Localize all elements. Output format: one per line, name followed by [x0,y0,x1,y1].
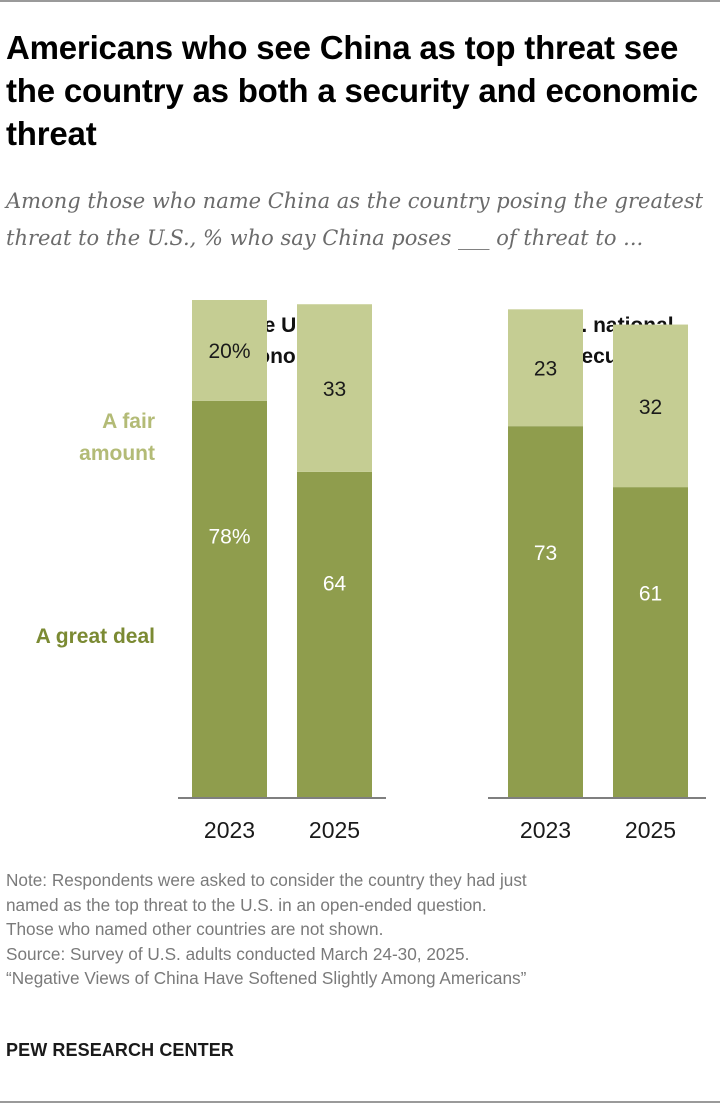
source-line: Source: Survey of U.S. adults conducted … [6,943,470,964]
bar-fair-amount [508,309,583,427]
bar-great-deal [613,487,688,797]
note-line: named as the top threat to the U.S. in a… [6,894,487,915]
pew-research-center-logo: PEW RESEARCH CENTER [6,1040,234,1060]
chart-subtitle: Among those who name China as the countr… [6,189,704,250]
data-label-great-deal: 64 [323,572,347,595]
stacked-bar-chart: The U.S. economy 78% 20% 2023 64 33 2025 U.S. na… [0,300,720,860]
data-label-fair-amount: 33 [323,378,346,401]
x-tick-label: 2023 [520,817,571,843]
top-rule [0,0,720,2]
bottom-rule [0,1101,720,1103]
bar-great-deal [297,471,372,797]
bar-fair-amount [192,300,267,401]
x-tick-label: 2025 [309,817,360,843]
x-tick-label: 2025 [625,817,676,843]
note-line: Those who named other countries are not … [6,919,384,939]
notes: Note: Respondents were asked to consider… [6,868,718,991]
data-label-great-deal: 78% [208,525,250,548]
chart-title: Americans who see China as top threat se… [6,29,698,152]
data-label-fair-amount: 32 [639,396,662,419]
data-label-fair-amount: 23 [534,358,557,381]
legend-fair-amount: amount [79,442,155,465]
bar-fair-amount [297,304,372,472]
data-label-great-deal: 61 [639,582,662,605]
bar-fair-amount [613,324,688,488]
note-line: Note: Respondents were asked to consider… [6,870,527,890]
data-label-fair-amount: 20% [208,340,250,363]
legend-great-deal: A great deal [36,625,155,648]
data-label-great-deal: 73 [534,542,557,565]
bar-great-deal [508,426,583,797]
x-tick-label: 2023 [204,817,255,843]
report-title-line: “Negative Views of China Have Softened S… [6,968,527,988]
bar-great-deal [192,400,267,797]
legend-fair-amount: A fair [102,410,155,433]
